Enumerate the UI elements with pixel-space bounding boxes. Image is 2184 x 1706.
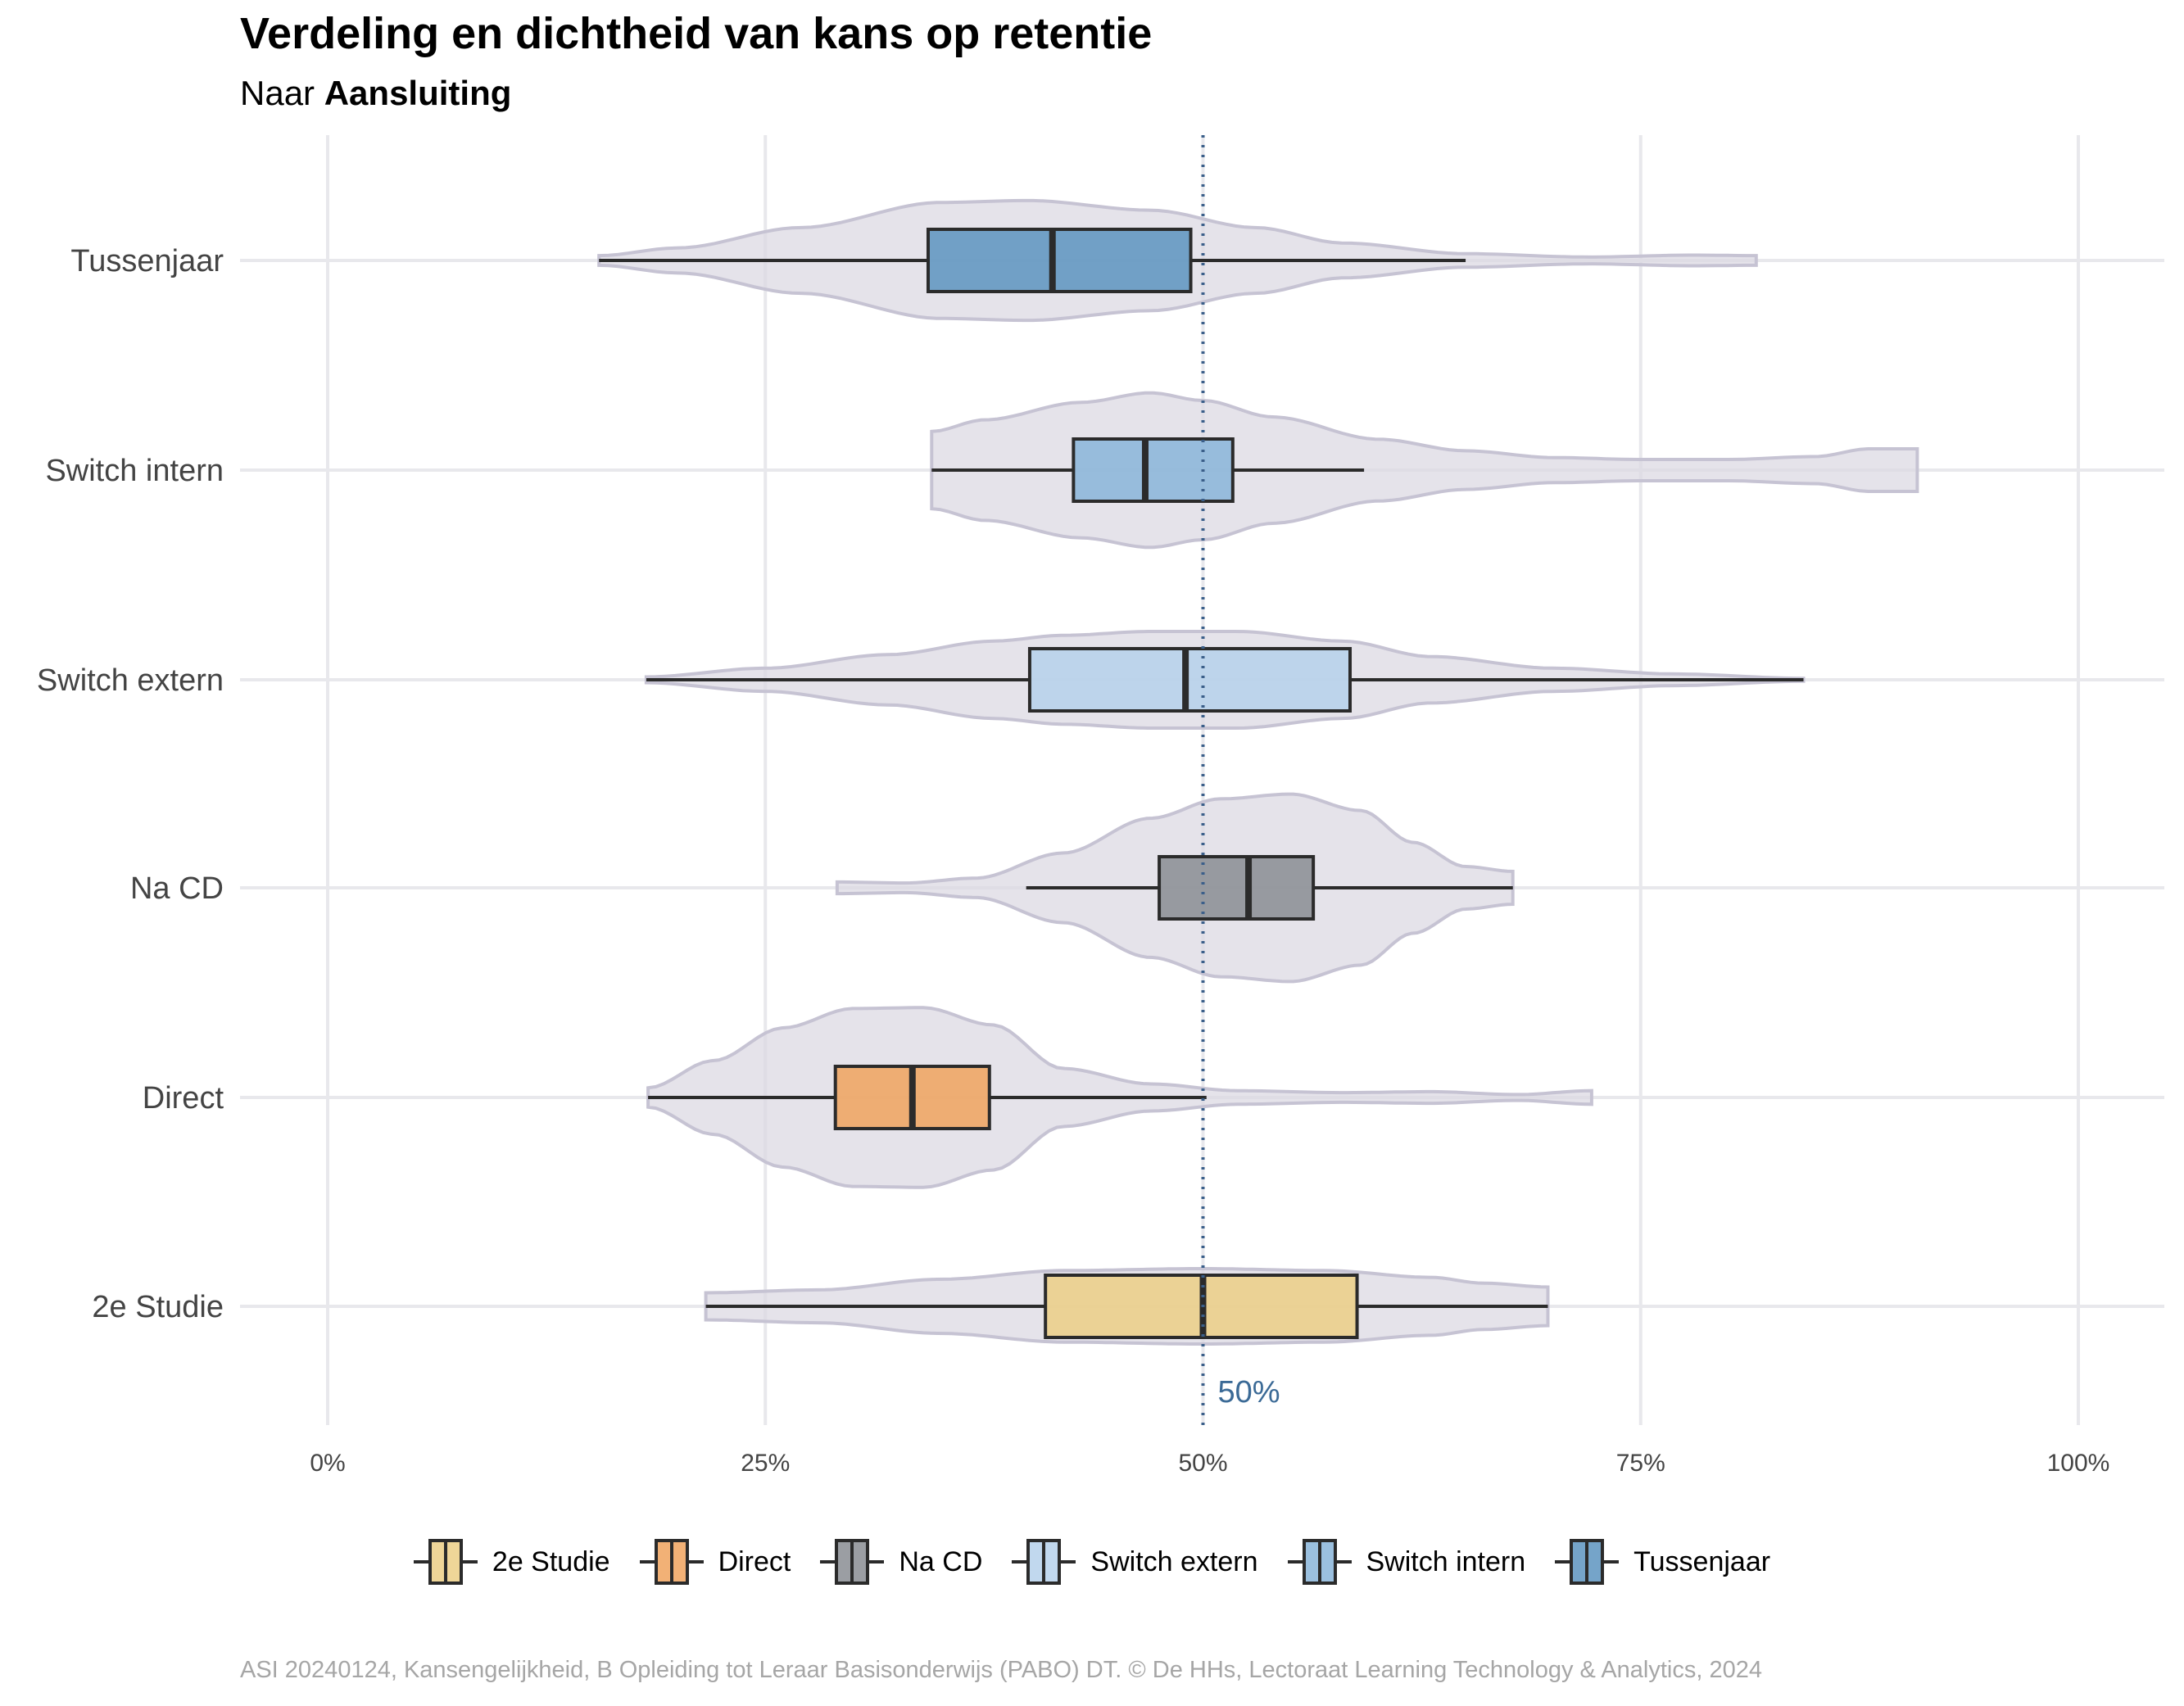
legend: 2e Studie Direct Na CD Switch extern Switch … xyxy=(0,1537,2184,1586)
legend-item: Direct xyxy=(639,1537,791,1586)
legend-label: Switch extern xyxy=(1090,1545,1258,1577)
legend-key-icon xyxy=(820,1539,885,1585)
x-tick-label: 100% xyxy=(2047,1450,2110,1477)
grid-layer xyxy=(240,135,2164,1425)
box xyxy=(1072,437,1235,503)
legend-label: 2e Studie xyxy=(492,1545,610,1577)
chart-subtitle: Naar Aansluiting xyxy=(240,74,511,113)
axis-layer: 0% 25% 50% 75% 100% Tussenjaar Switch intern Sw… xyxy=(37,244,2109,1477)
legend-label: Switch intern xyxy=(1366,1545,1526,1577)
y-tick-label: Switch intern xyxy=(45,454,224,488)
box xyxy=(1027,647,1353,713)
legend-item: Switch intern xyxy=(1287,1537,1526,1586)
y-tick-label: Switch extern xyxy=(37,663,224,698)
reference-label: 50% xyxy=(1218,1375,1280,1410)
legend-key-icon xyxy=(1555,1539,1620,1585)
x-tick-label: 0% xyxy=(310,1450,345,1477)
box-layer xyxy=(599,228,1804,1339)
caption: ASI 20240124, Kansengelijkheid, B Opleid… xyxy=(240,1657,1762,1683)
legend-key-icon xyxy=(413,1539,478,1585)
legend-label: Na CD xyxy=(899,1545,983,1577)
legend-label: Tussenjaar xyxy=(1633,1545,1771,1577)
y-tick-label: Na CD xyxy=(130,871,224,906)
x-tick-label: 50% xyxy=(1178,1450,1227,1477)
legend-key-icon xyxy=(1287,1539,1352,1585)
y-tick-label: Direct xyxy=(143,1081,224,1115)
subtitle-prefix: Naar xyxy=(240,74,315,112)
box xyxy=(1158,855,1316,921)
y-tick-label: Tussenjaar xyxy=(70,244,224,278)
violin-switch-intern xyxy=(930,391,1919,550)
legend-item: Na CD xyxy=(820,1537,982,1586)
x-tick-label: 75% xyxy=(1616,1450,1665,1477)
legend-item: Tussenjaar xyxy=(1555,1537,1770,1586)
legend-item: Switch extern xyxy=(1012,1537,1258,1586)
legend-key-icon xyxy=(639,1539,704,1585)
chart-plot: 50% 0% 25% 50% 75% 100% Tussenjaar Switch inte… xyxy=(37,135,2164,1477)
box xyxy=(926,228,1193,293)
x-tick-label: 25% xyxy=(741,1450,790,1477)
reference-layer: 50% xyxy=(1201,135,1280,1425)
legend-item: 2e Studie xyxy=(413,1537,610,1586)
legend-key-icon xyxy=(1012,1539,1076,1585)
legend-label: Direct xyxy=(718,1545,791,1577)
y-tick-label: 2e Studie xyxy=(92,1290,224,1324)
subtitle-emphasis: Aansluiting xyxy=(324,74,512,112)
violin-layer xyxy=(597,198,1919,1346)
chart-title: Verdeling en dichtheid van kans op reten… xyxy=(240,9,1153,58)
